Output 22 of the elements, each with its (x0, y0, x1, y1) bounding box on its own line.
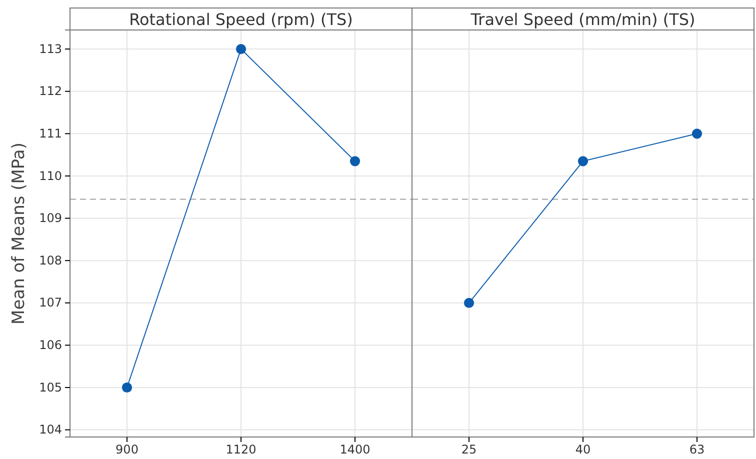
y-tick-label: 111 (39, 126, 62, 140)
chart-title: Travel Speed (mm/min) (TS) (470, 10, 696, 29)
point (122, 382, 132, 393)
y-tick-label: 113 (39, 42, 62, 56)
x-tick-label: 25 (461, 442, 477, 457)
x-tick-label: 1120 (226, 442, 256, 457)
x-tick-label: 63 (689, 442, 705, 457)
x-tick-label: 40 (575, 442, 591, 457)
y-tick-label: 108 (39, 253, 62, 268)
y-tick-label: 106 (39, 338, 62, 352)
x-tick-label: 1400 (340, 442, 370, 457)
chart-title: Rotational Speed (rpm) (TS) (129, 10, 353, 29)
point (236, 44, 246, 54)
y-tick-label: 110 (39, 168, 62, 183)
y-tick-label: 104 (39, 422, 62, 437)
point (350, 156, 360, 166)
y-tick-label: 112 (39, 84, 62, 98)
y-tick-label: 107 (39, 296, 62, 310)
y-tick-label: 109 (39, 211, 62, 226)
x-tick-label: 900 (116, 442, 138, 457)
y-tick-label: 105 (39, 380, 62, 394)
y-axis-title: Mean of Means (MPa) (9, 142, 29, 324)
